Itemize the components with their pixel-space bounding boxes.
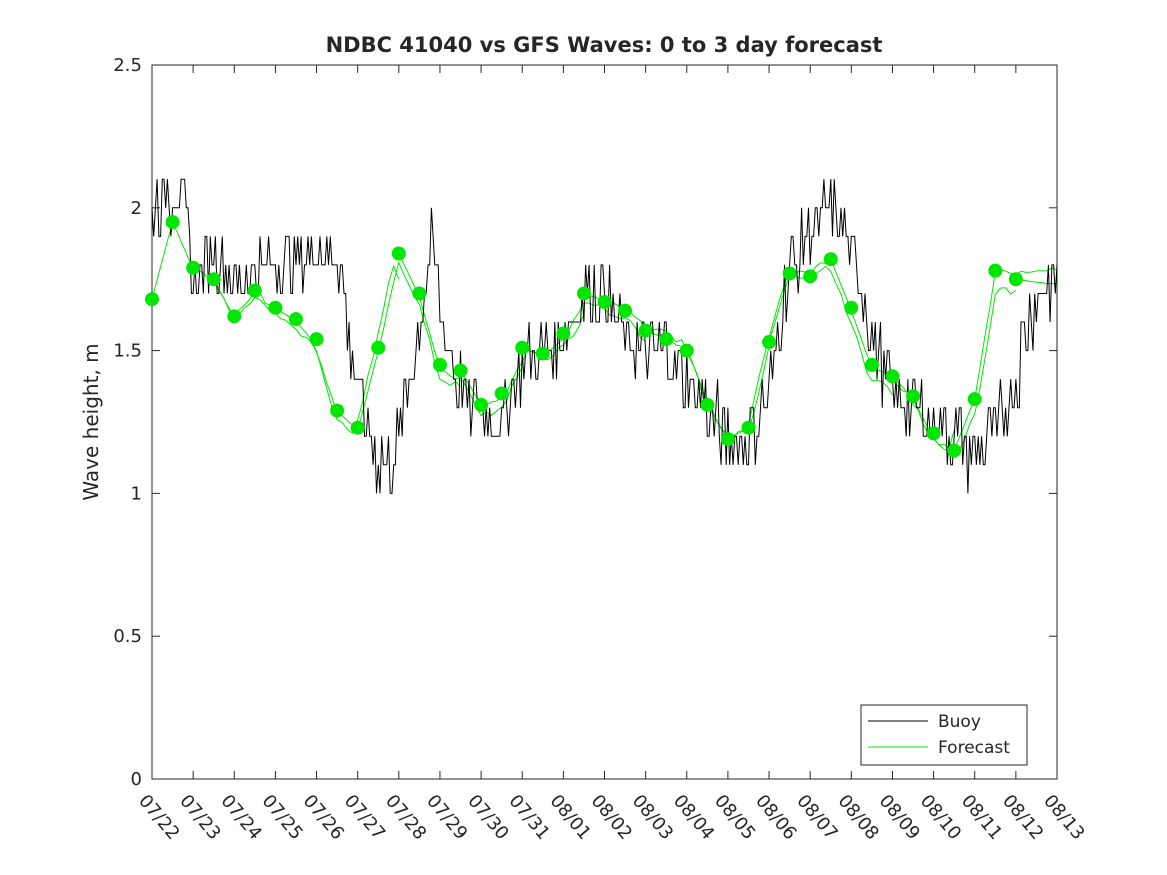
forecast-point	[926, 426, 941, 441]
buoy-series-line	[151, 178, 1058, 494]
forecast-point	[906, 389, 921, 404]
forecast-point	[288, 312, 303, 327]
forecast-point	[576, 286, 591, 301]
forecast-point	[535, 346, 550, 361]
forecast-point	[186, 260, 201, 275]
forecast-point	[453, 363, 468, 378]
x-tick-label: 07/27	[340, 791, 389, 844]
forecast-point	[432, 357, 447, 372]
legend-buoy-label: Buoy	[938, 712, 981, 732]
axes-box	[151, 64, 1058, 780]
forecast-point	[597, 295, 612, 310]
forecast-point	[330, 403, 345, 418]
forecast-series-line	[336, 260, 461, 431]
forecast-point	[803, 269, 818, 284]
forecast-point	[762, 335, 777, 350]
forecast-series-line	[213, 278, 338, 416]
forecast-point	[864, 357, 879, 372]
x-tick-label: 07/22	[134, 791, 183, 844]
forecast-series-line	[151, 221, 276, 317]
x-tick-label: 08/13	[1039, 791, 1088, 844]
x-tick-label: 08/11	[957, 791, 1006, 844]
forecast-point	[412, 286, 427, 301]
x-tick-label: 08/05	[710, 791, 759, 844]
forecast-point	[618, 303, 633, 318]
forecast-point	[638, 323, 653, 338]
x-tick-label: 08/07	[792, 791, 841, 844]
forecast-series-line	[768, 265, 893, 396]
forecast-point	[206, 272, 221, 287]
x-tick-label: 08/06	[751, 791, 800, 844]
forecast-point	[741, 420, 756, 435]
forecast-point	[885, 369, 900, 384]
forecast-point	[947, 443, 962, 458]
forecast-point	[494, 386, 509, 401]
x-tick-label: 07/30	[463, 791, 512, 844]
forecast-point	[309, 332, 324, 347]
y-tick-label: 0	[131, 769, 142, 790]
x-tick-label: 08/10	[916, 791, 965, 844]
legend: Buoy Forecast	[860, 704, 1028, 766]
forecast-point	[350, 420, 365, 435]
forecast-point	[268, 300, 283, 315]
forecast-point	[474, 397, 489, 412]
forecast-point	[659, 332, 674, 347]
y-tick-label: 1	[131, 483, 142, 504]
forecast-point	[145, 292, 159, 307]
forecast-point	[515, 340, 530, 355]
forecast-point	[247, 283, 262, 298]
x-tick-label: 08/04	[669, 791, 718, 844]
legend-forecast-label: Forecast	[938, 738, 1010, 758]
forecast-series-line	[830, 259, 955, 450]
forecast-point	[391, 246, 406, 261]
forecast-point	[823, 252, 838, 267]
x-tick-label: 07/24	[216, 791, 265, 844]
x-tick-label: 08/02	[587, 791, 636, 844]
x-tick-label: 07/26	[299, 791, 348, 844]
x-tick-label: 07/31	[504, 791, 553, 844]
y-axis-label: Wave height, m	[79, 343, 103, 500]
y-tick-label: 0.5	[113, 626, 142, 647]
forecast-series-line	[953, 267, 1058, 451]
forecast-point	[720, 432, 735, 447]
forecast-point	[988, 263, 1003, 278]
x-tick-label: 07/28	[381, 791, 430, 844]
x-tick-label: 08/01	[546, 791, 595, 844]
forecast-point	[700, 397, 715, 412]
forecast-point	[371, 340, 386, 355]
x-tick-label: 08/09	[875, 791, 924, 844]
x-tick-label: 08/03	[628, 791, 677, 844]
y-tick-label: 1.5	[113, 341, 142, 362]
forecast-point	[556, 326, 571, 341]
x-tick-label: 08/12	[998, 791, 1047, 844]
x-tick-label: 07/25	[258, 791, 307, 844]
chart-title: NDBC 41040 vs GFS Waves: 0 to 3 day fore…	[326, 33, 883, 57]
forecast-series-line	[706, 260, 831, 440]
x-tick-label: 07/29	[422, 791, 471, 844]
x-tick-label: 08/08	[833, 791, 882, 844]
y-tick-label: 2	[131, 198, 142, 219]
forecast-point	[967, 392, 982, 407]
forecast-point	[844, 300, 859, 315]
forecast-point	[165, 215, 180, 230]
forecast-point	[679, 343, 694, 358]
forecast-point	[1008, 272, 1023, 287]
y-tick-label: 2.5	[113, 55, 142, 76]
forecast-point	[227, 309, 242, 324]
x-tick-label: 07/23	[175, 791, 224, 844]
legend-box	[860, 704, 1028, 766]
forecast-point	[782, 266, 797, 281]
